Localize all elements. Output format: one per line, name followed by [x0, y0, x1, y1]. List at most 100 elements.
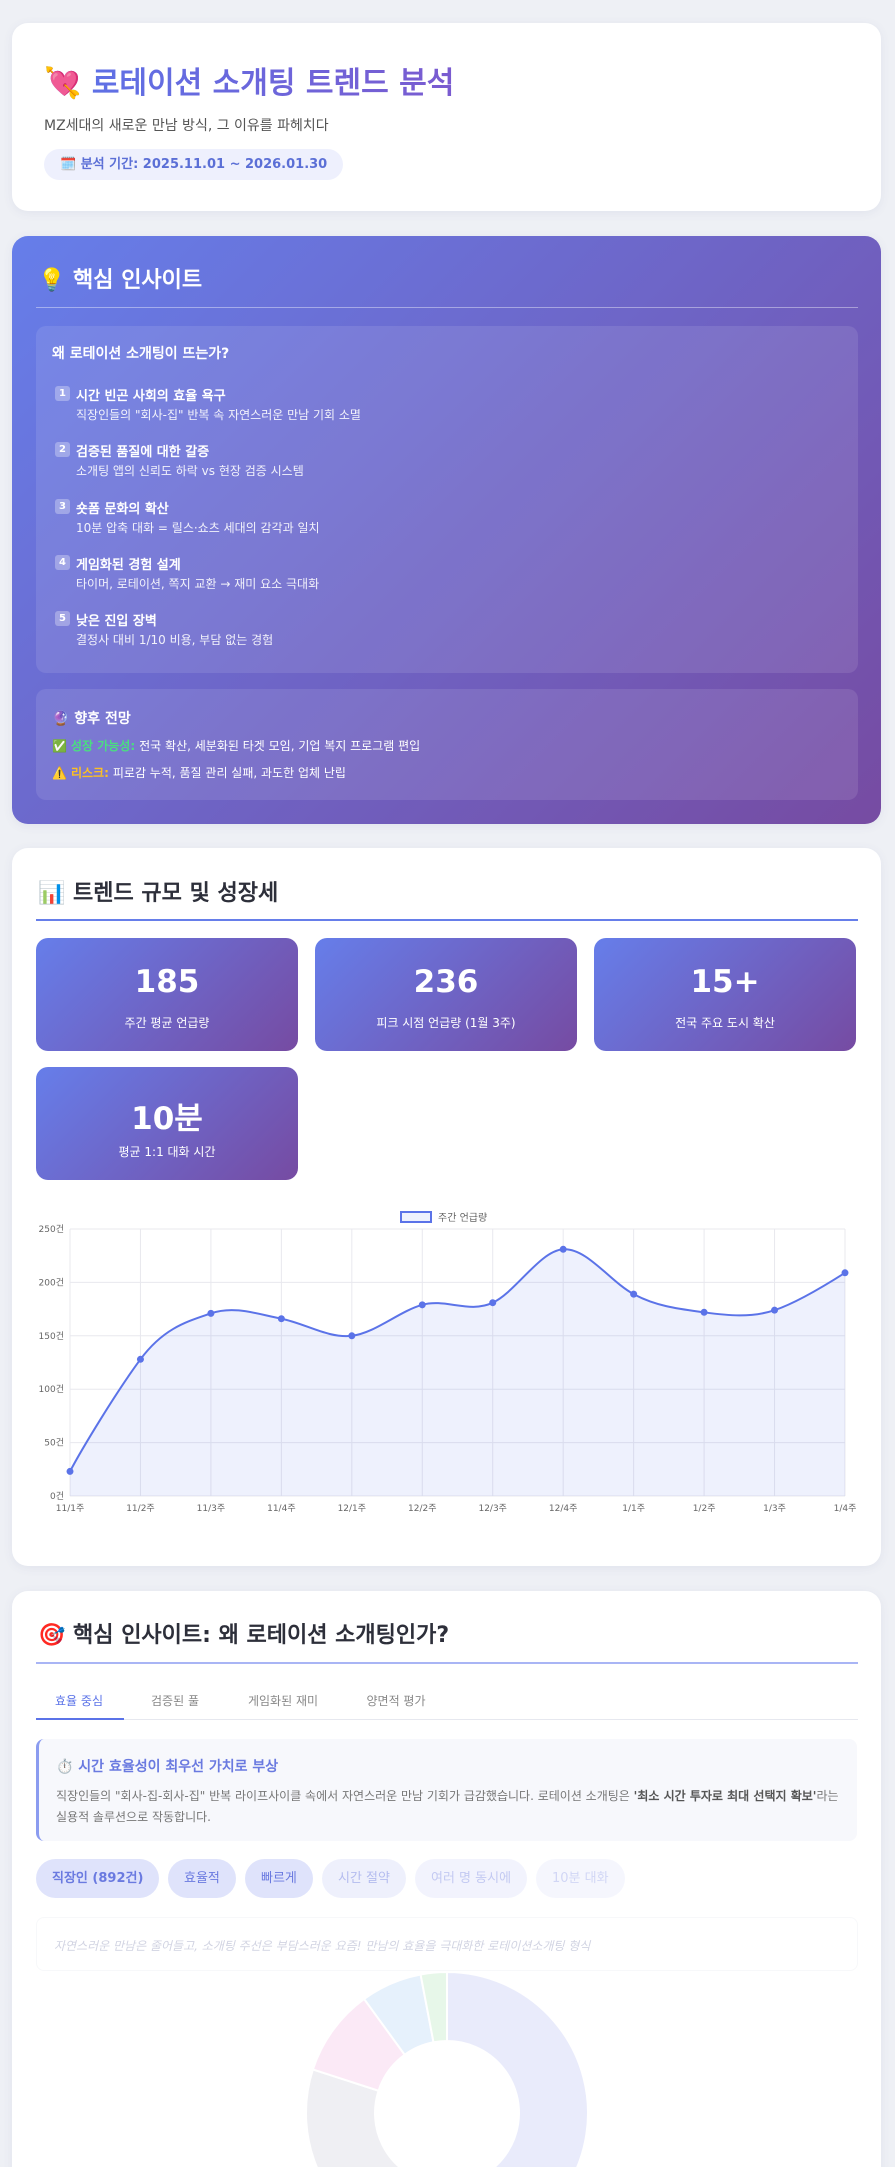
x-tick-label: 11/2주	[126, 1503, 155, 1514]
bold-text: '최소 시간 투자로 최대 선택지 확보'	[633, 1789, 817, 1803]
outlook-icon: ⚠️	[52, 766, 67, 780]
item-badge: 3	[55, 498, 70, 514]
tab[interactable]: 게임화된 재미	[247, 1694, 319, 1708]
outlook-label: 성장 가능성:	[70, 739, 136, 753]
x-tick-label: 12/3주	[478, 1503, 507, 1514]
x-tick-label: 11/1주	[56, 1503, 85, 1514]
divider	[36, 1662, 858, 1664]
y-tick-label: 200건	[39, 1277, 64, 1288]
item-title: 숏폼 문화의 확산	[76, 501, 169, 517]
item-badge: 4	[55, 554, 70, 570]
item-title: 시간 빈곤 사회의 효율 욕구	[76, 389, 226, 404]
title-icon: 💘	[44, 66, 82, 101]
stat-value: 10분	[131, 1101, 203, 1137]
chip[interactable]: 빠르게	[245, 1859, 313, 1898]
tab[interactable]: 검증된 풀	[151, 1694, 199, 1708]
x-tick-label: 12/2주	[408, 1503, 437, 1514]
text: 라는 실용적 솔루션으로 작동합니다.	[56, 1789, 839, 1824]
divider	[36, 919, 858, 921]
chip[interactable]: 10분 대화	[536, 1859, 625, 1898]
x-tick-label: 11/4주	[267, 1503, 296, 1514]
item-title: 검증된 품질에 대한 갈증	[76, 445, 210, 461]
x-tick-label: 1/3주	[763, 1503, 786, 1514]
area	[70, 1249, 845, 1496]
item-badge: 1	[55, 386, 70, 401]
x-tick-label: 12/1주	[338, 1503, 367, 1514]
outlook-text: 피로감 누적, 품질 관리 실패, 과도한 업체 난립	[112, 766, 346, 780]
point	[700, 1308, 708, 1316]
item-desc: 결정사 대비 1/10 비용, 부담 없는 경험	[76, 633, 274, 648]
y-tick-label: 50건	[44, 1438, 64, 1449]
y-tick-label: 250건	[39, 1224, 64, 1235]
point	[489, 1299, 497, 1307]
page-title: 💘 로테이션 소개팅 트렌드 분석	[44, 58, 454, 102]
tab[interactable]: 양면적 평가	[366, 1694, 426, 1708]
chip[interactable]: 여러 명 동시에	[415, 1859, 528, 1898]
stat-label: 주간 평균 언급량	[124, 1016, 210, 1030]
quote-box	[36, 1917, 858, 1971]
title-text: 로테이션 소개팅 트렌드 분석	[91, 66, 455, 101]
text: 직장인들의 "회사-집-회사-집" 반복 라이프사이클 속에서 자연스러운 만남…	[56, 1789, 634, 1803]
item-title: 낮은 진입 장벽	[76, 614, 157, 630]
tab-bar-line	[36, 1719, 858, 1720]
point	[559, 1245, 567, 1253]
panel	[36, 1739, 857, 1841]
stat-value: 15+	[690, 964, 760, 1000]
legend-swatch	[400, 1211, 432, 1223]
point	[277, 1315, 285, 1323]
chip[interactable]: 시간 절약	[322, 1859, 406, 1898]
why-section-title: 🎯 핵심 인사이트: 왜 로테이션 소개팅인가?	[38, 1623, 450, 1648]
x-tick-label: 12/4주	[549, 1503, 578, 1514]
panel-text: 직장인들의 "회사-집-회사-집" 반복 라이프사이클 속에서 자연스러운 만남…	[56, 1786, 846, 1828]
stat-value: 185	[134, 964, 200, 1000]
outlook-text: 전국 확산, 세분화된 타겟 모임, 기업 복지 프로그램 편입	[139, 739, 421, 753]
point	[136, 1355, 144, 1363]
insight-title: 💡 핵심 인사이트	[38, 268, 203, 293]
x-tick-label: 1/2주	[693, 1503, 716, 1514]
item-badge: 5	[55, 611, 70, 627]
outlook-title: 🔮 향후 전망	[52, 711, 131, 727]
donut-slice	[446, 1970, 589, 2167]
y-tick-label: 100건	[39, 1384, 64, 1395]
item-badge: 2	[55, 442, 70, 458]
tab[interactable]: 효율 중심	[55, 1694, 103, 1708]
chip[interactable]: 효율적	[168, 1859, 236, 1898]
point	[207, 1309, 215, 1317]
subtitle: MZ세대의 새로운 만남 방식, 그 이유를 파헤치다	[44, 118, 329, 134]
line-chart: 0건 50건 100건 150건 200건 250건 11/1주 11/2주 11/3주 11/4…	[39, 1211, 857, 1514]
item-desc: 타이머, 로테이션, 쪽지 교환 → 재미 요소 극대화	[76, 576, 320, 591]
item-desc: 소개팅 앱의 신뢰도 하락 vs 현장 검증 시스템	[76, 464, 304, 479]
outlook-icon: ✅	[52, 739, 67, 753]
trend-title: 📊 트렌드 규모 및 성장세	[38, 881, 279, 906]
stat-label: 피크 시점 언급량 (1월 3주)	[376, 1016, 516, 1030]
quote: 자연스러운 만남은 줄어들고, 소개팅 주선은 부담스러운 요즘! 만남의 효율…	[54, 1939, 591, 1953]
period-pill: 🗓️ 분석 기간: 2025.11.01 ~ 2026.01.30	[44, 149, 344, 180]
why-box	[36, 326, 858, 673]
chip[interactable]: 직장인 (892건)	[36, 1859, 160, 1898]
stat-label: 평균 1:1 대화 시간	[118, 1145, 216, 1159]
point	[630, 1290, 638, 1298]
donut-chart	[305, 1970, 589, 2167]
item-title: 게임화된 경험 설계	[76, 557, 181, 573]
why-title: 왜 로테이션 소개팅이 뜨는가?	[52, 346, 230, 362]
tab-underline	[36, 1718, 124, 1720]
outlook-line: ✅ 성장 가능성: 전국 확산, 세분화된 타겟 모임, 기업 복지 프로그램 편입	[52, 737, 420, 754]
x-tick-label: 1/4주	[834, 1503, 857, 1514]
legend-label: 주간 언급량	[438, 1212, 487, 1224]
stat-card: 185 주간 평균 언급량	[36, 938, 298, 1051]
point	[841, 1269, 849, 1277]
item-desc: 직장인들의 "회사-집" 반복 속 자연스러운 만남 기회 소멸	[76, 408, 361, 422]
stat-card: 15+ 전국 주요 도시 확산	[594, 938, 856, 1051]
point	[771, 1306, 779, 1314]
point	[66, 1467, 74, 1475]
y-tick-label: 150건	[39, 1331, 64, 1342]
panel-title: ⏱️ 시간 효율성이 최우선 가치로 부상	[56, 1759, 279, 1775]
outlook-box	[36, 689, 858, 800]
stat-value: 236	[413, 964, 479, 1000]
y-tick-label: 0건	[50, 1491, 64, 1502]
stat-label: 전국 주요 도시 확산	[675, 1016, 775, 1030]
donut-slice	[305, 2068, 401, 2167]
point	[418, 1301, 426, 1309]
